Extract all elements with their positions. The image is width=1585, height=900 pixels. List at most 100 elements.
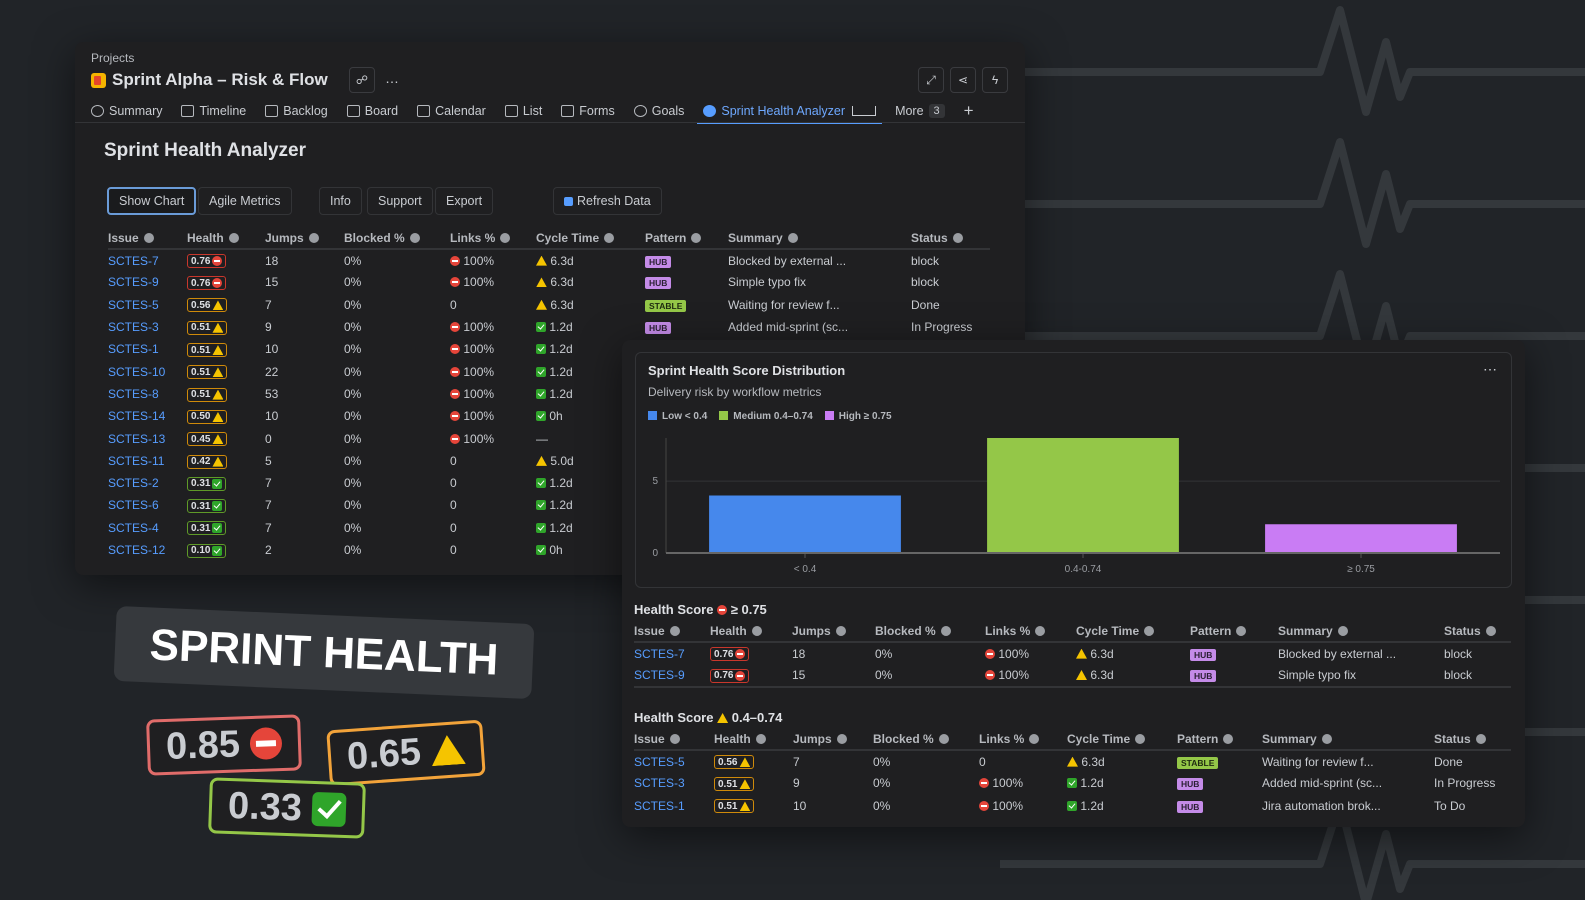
tab-forms[interactable]: Forms (561, 100, 615, 122)
info-icon[interactable] (835, 625, 846, 636)
legend-item[interactable]: High ≥ 0.75 (824, 411, 892, 422)
issue-link[interactable]: SCTES-13 (108, 431, 166, 446)
tab-more[interactable]: More 3 (895, 100, 945, 122)
share-icon[interactable]: ⋖ (950, 67, 976, 93)
table-row[interactable]: SCTES-14 0.50 10 0% 100% 0h (108, 405, 990, 427)
issue-link[interactable]: SCTES-2 (108, 476, 159, 491)
column-header[interactable]: Health (187, 227, 265, 250)
expand-icon[interactable]: ⤢ (918, 67, 944, 93)
table-row[interactable]: SCTES-7 0.76 18 0% 100% 6.3d HUB Blocked… (634, 642, 1511, 664)
column-header[interactable]: Jumps (793, 728, 873, 751)
column-header[interactable]: Summary (728, 227, 911, 250)
info-icon[interactable] (1035, 625, 1046, 636)
team-icon[interactable]: ☍ (349, 67, 375, 93)
issue-link[interactable]: SCTES-1 (108, 342, 159, 357)
info-icon[interactable] (228, 232, 239, 243)
info-icon[interactable] (500, 232, 511, 243)
legend-item[interactable]: Low < 0.4 (648, 411, 707, 422)
info-icon[interactable] (669, 733, 680, 744)
issue-link[interactable]: SCTES-1 (634, 798, 685, 813)
tab-timeline[interactable]: Timeline (181, 100, 246, 122)
add-tab-button[interactable]: + (963, 101, 974, 120)
info-icon[interactable] (1321, 733, 1332, 744)
table-row[interactable]: SCTES-9 0.76 15 0% 100% 6.3d HUB Simple … (634, 664, 1511, 686)
info-icon[interactable] (836, 733, 847, 744)
issue-link[interactable]: SCTES-9 (634, 667, 685, 682)
info-icon[interactable] (1236, 625, 1247, 636)
column-header[interactable]: Pattern (1177, 728, 1262, 751)
tab-list[interactable]: List (504, 100, 542, 122)
info-icon[interactable] (1337, 625, 1348, 636)
column-header[interactable]: Health (714, 728, 793, 751)
tab-calendar[interactable]: Calendar (417, 100, 486, 122)
table-row[interactable]: SCTES-6 0.31 7 0% 0 1.2d (108, 494, 990, 516)
issue-link[interactable]: SCTES-7 (108, 253, 159, 268)
info-icon[interactable] (409, 232, 420, 243)
refresh-data-button[interactable]: Refresh Data (553, 187, 662, 215)
column-header[interactable]: Issue (108, 227, 187, 250)
legend-item[interactable]: Medium 0.4–0.74 (719, 411, 813, 422)
column-header[interactable]: Cycle Time (536, 227, 645, 250)
info-icon[interactable] (1135, 733, 1146, 744)
bar[interactable] (709, 495, 901, 554)
column-header[interactable]: Status (1434, 728, 1511, 751)
table-row[interactable]: SCTES-7 0.76 18 0% 100% 6.3d HUB Blocked… (108, 249, 990, 271)
more-options-icon[interactable]: … (385, 70, 399, 86)
column-header[interactable]: Status (1444, 620, 1511, 643)
info-icon[interactable] (604, 232, 615, 243)
column-header[interactable]: Issue (634, 728, 714, 751)
column-header[interactable]: Links % (450, 227, 536, 250)
column-header[interactable]: Pattern (645, 227, 728, 250)
show-chart-button[interactable]: Show Chart (107, 187, 197, 215)
table-row[interactable]: SCTES-1 0.51 10 0% 100% 1.2d (108, 338, 990, 360)
support-button[interactable]: Support (367, 187, 433, 215)
table-row[interactable]: SCTES-1 0.51 10 0% 100% 1.2d HUB Jira au… (634, 795, 1511, 817)
issue-link[interactable]: SCTES-3 (108, 320, 159, 335)
table-row[interactable]: SCTES-3 0.51 9 0% 100% 1.2d HUB Added mi… (634, 772, 1511, 794)
tab-edit-field[interactable] (852, 106, 877, 116)
table-row[interactable]: SCTES-12 0.10 2 0% 0 0h (108, 539, 990, 561)
issue-link[interactable]: SCTES-4 (108, 520, 159, 535)
column-header[interactable]: Cycle Time (1076, 620, 1190, 643)
column-header[interactable]: Blocked % (344, 227, 450, 250)
breadcrumb[interactable]: Projects (91, 51, 135, 65)
table-row[interactable]: SCTES-10 0.51 22 0% 100% 1.2d (108, 360, 990, 382)
column-header[interactable]: Links % (985, 620, 1076, 643)
issue-link[interactable]: SCTES-7 (634, 646, 685, 661)
info-icon[interactable] (1475, 733, 1486, 744)
table-row[interactable]: SCTES-9 0.76 15 0% 100% 6.3d HUB Simple … (108, 271, 990, 293)
info-icon[interactable] (940, 625, 951, 636)
table-row[interactable]: SCTES-4 0.31 7 0% 0 1.2d (108, 517, 990, 539)
issue-link[interactable]: SCTES-8 (108, 386, 159, 401)
info-icon[interactable] (938, 733, 949, 744)
column-header[interactable]: Blocked % (873, 728, 979, 751)
info-icon[interactable] (143, 232, 154, 243)
issue-link[interactable]: SCTES-9 (108, 275, 159, 290)
issue-link[interactable]: SCTES-3 (634, 776, 685, 791)
info-icon[interactable] (308, 232, 319, 243)
info-icon[interactable] (1029, 733, 1040, 744)
column-header[interactable]: Summary (1278, 620, 1444, 643)
issue-link[interactable]: SCTES-10 (108, 364, 166, 379)
table-row[interactable]: SCTES-13 0.45 0 0% 100% — (108, 427, 990, 449)
column-header[interactable]: Jumps (265, 227, 344, 250)
agile-metrics-button[interactable]: Agile Metrics (198, 187, 292, 215)
bar[interactable] (987, 438, 1179, 553)
column-header[interactable]: Jumps (792, 620, 875, 643)
table-row[interactable]: SCTES-8 0.51 53 0% 100% 1.2d (108, 383, 990, 405)
issue-link[interactable]: SCTES-12 (108, 543, 166, 557)
info-icon[interactable] (952, 232, 963, 243)
info-icon[interactable] (1223, 733, 1234, 744)
info-icon[interactable] (755, 733, 766, 744)
info-button[interactable]: Info (319, 187, 362, 215)
column-header[interactable]: Cycle Time (1067, 728, 1177, 751)
column-header[interactable]: Blocked % (875, 620, 985, 643)
column-header[interactable]: Links % (979, 728, 1067, 751)
column-header[interactable]: Health (710, 620, 792, 643)
issue-link[interactable]: SCTES-5 (108, 297, 159, 312)
chart-menu-icon[interactable]: ⋯ (1483, 361, 1497, 377)
column-header[interactable]: Issue (634, 620, 710, 643)
tab-board[interactable]: Board (346, 100, 398, 122)
info-icon[interactable] (691, 232, 702, 243)
issue-link[interactable]: SCTES-14 (108, 409, 166, 424)
